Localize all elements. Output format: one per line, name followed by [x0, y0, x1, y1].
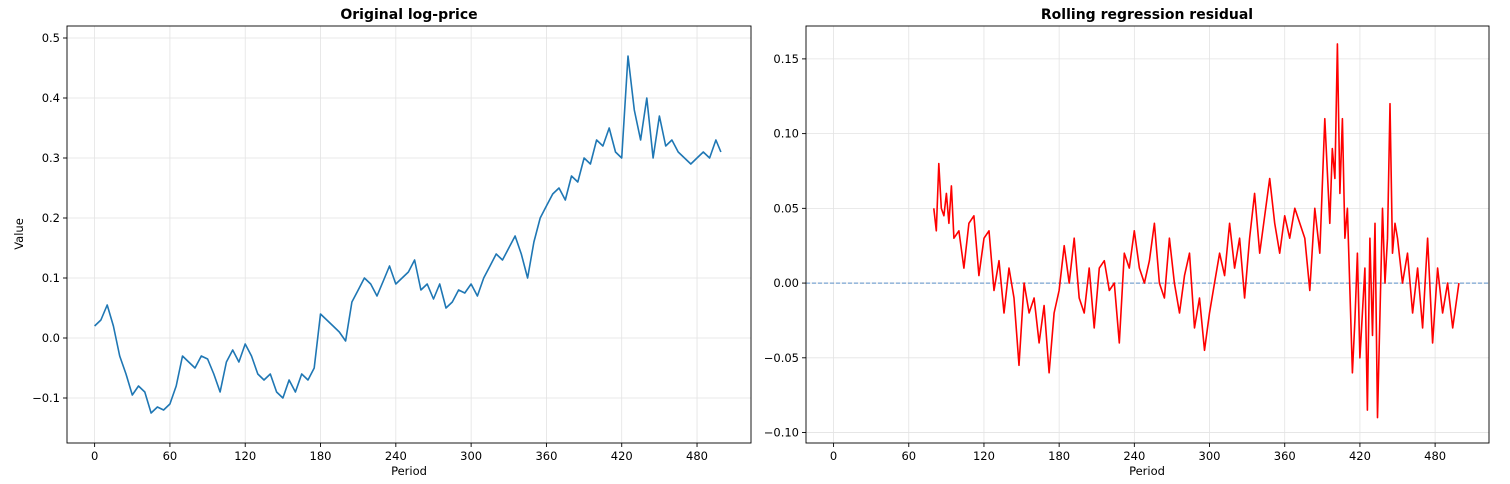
right-chart-frame	[805, 25, 1490, 444]
right-chart-x-tick-label: 0	[830, 449, 837, 463]
right-chart-x-tick-label: 480	[1424, 449, 1446, 463]
left-chart-x-tick-label: 300	[460, 449, 482, 463]
left-chart-x-label: Period	[391, 464, 427, 478]
left-chart-x-tick-label: 120	[234, 449, 256, 463]
left-chart-x-tick-label: 480	[686, 449, 708, 463]
right-chart-y-tick-label: 0.15	[773, 52, 799, 66]
right-chart-y-ticks: −0.10 −0.05 0.00 0.05 0.10 0.15	[764, 52, 806, 440]
right-chart-y-tick-label: 0.05	[773, 201, 799, 215]
right-chart-y-tick-label: −0.10	[764, 426, 799, 440]
right-chart-x-label: Period	[1129, 464, 1165, 478]
left-chart-y-tick-label: 0.4	[42, 91, 60, 105]
left-chart-y-tick-label: 0.0	[42, 331, 60, 345]
right-chart-y-tick-label: −0.05	[764, 351, 799, 365]
left-chart-panel: Original log-price 0 60 120 180 240 300 360 420…	[12, 7, 752, 478]
left-chart-x-tick-label: 420	[611, 449, 633, 463]
right-chart-x-ticks: 0 60 120 180 240 300 360 420 480	[830, 443, 1446, 463]
right-chart-x-tick-label: 60	[901, 449, 916, 463]
left-chart-x-tick-label: 180	[310, 449, 332, 463]
left-chart-frame	[66, 25, 752, 444]
right-chart-x-tick-label: 360	[1274, 449, 1296, 463]
left-chart-y-ticks: −0.1 0.0 0.1 0.2 0.3 0.4 0.5	[32, 31, 67, 405]
right-chart-x-tick-label: 120	[973, 449, 995, 463]
left-chart-y-tick-label: 0.3	[42, 151, 60, 165]
left-chart-x-tick-label: 60	[163, 449, 178, 463]
left-chart-y-tick-label: 0.2	[42, 211, 60, 225]
right-chart-x-tick-label: 240	[1123, 449, 1145, 463]
right-chart-panel: Rolling regression residual 0 60 120 180 240…	[764, 7, 1490, 478]
right-chart-x-tick-label: 420	[1349, 449, 1371, 463]
left-chart-x-tick-label: 240	[385, 449, 407, 463]
left-chart-x-tick-label: 360	[535, 449, 557, 463]
right-chart-y-tick-label: 0.10	[773, 127, 799, 141]
left-chart-y-tick-label: 0.5	[42, 31, 60, 45]
left-chart-x-ticks: 0 60 120 180 240 300 360 420 480	[91, 443, 708, 463]
right-chart-title: Rolling regression residual	[1041, 7, 1253, 23]
left-chart-y-tick-label: 0.1	[42, 271, 60, 285]
right-chart-x-tick-label: 300	[1199, 449, 1221, 463]
right-chart-x-tick-label: 180	[1048, 449, 1070, 463]
left-chart-y-label: Value	[12, 218, 26, 250]
right-chart-grid	[806, 26, 1489, 443]
left-chart-x-tick-label: 0	[91, 449, 98, 463]
left-chart-grid	[67, 26, 751, 443]
left-chart-title: Original log-price	[340, 7, 477, 23]
right-chart-series-line	[933, 43, 1460, 419]
left-chart-series-line	[94, 55, 722, 414]
left-chart-y-tick-label: −0.1	[32, 391, 60, 405]
right-chart-y-tick-label: 0.00	[773, 276, 799, 290]
